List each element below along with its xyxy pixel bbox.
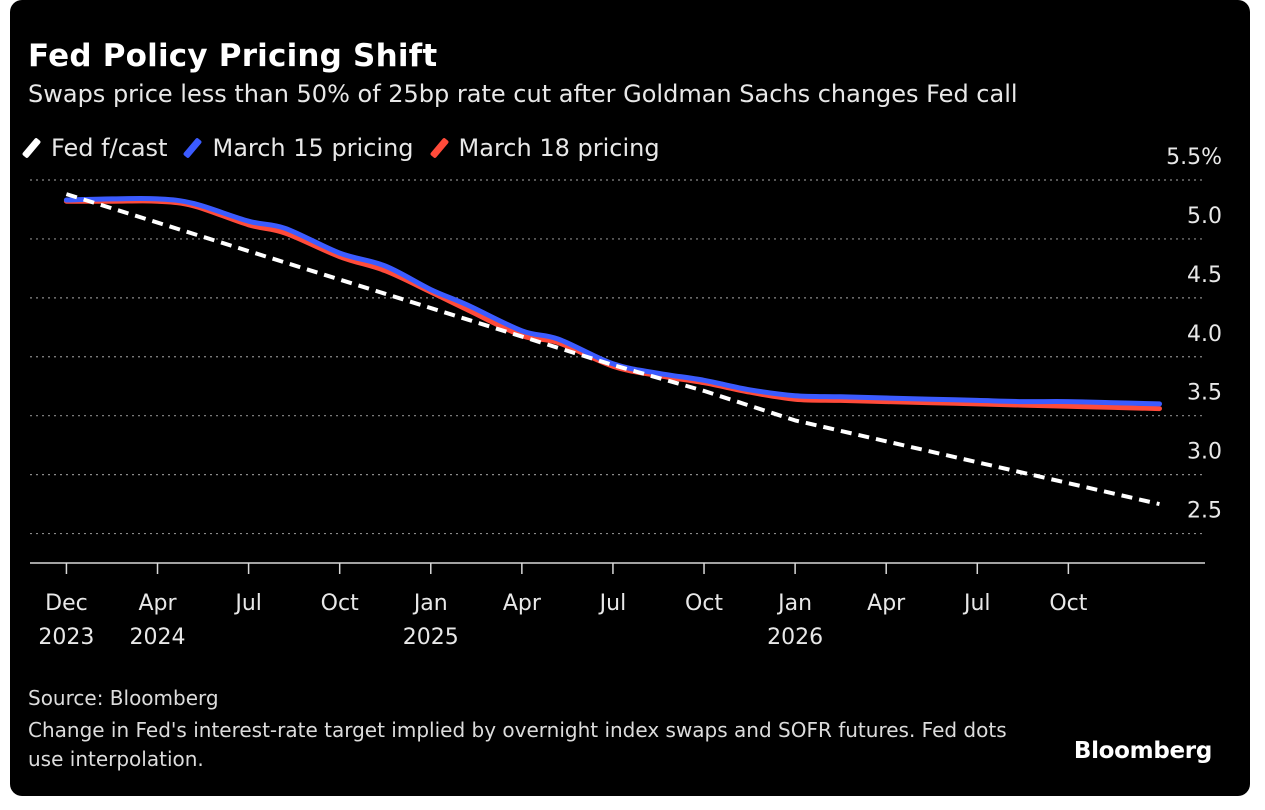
y-tick-label: 3.5 xyxy=(1187,381,1222,406)
series-line-march-18-pricing xyxy=(63,198,1162,412)
y-tick-label: 4.0 xyxy=(1187,322,1222,347)
x-tick-label: Jul xyxy=(233,591,262,616)
chart-title: Fed Policy Pricing Shift xyxy=(28,38,438,74)
x-tick-label: Apr xyxy=(867,591,906,616)
x-tick-label: Oct xyxy=(685,591,723,616)
legend-item-march-15: March 15 pricing xyxy=(183,134,414,162)
y-tick-label: 3.0 xyxy=(1187,440,1222,465)
x-tick-label: Oct xyxy=(321,591,359,616)
y-tick-label: 5.0 xyxy=(1187,204,1222,229)
x-tick-year-label: 2023 xyxy=(38,625,94,650)
y-tick-label: 4.5 xyxy=(1187,263,1222,288)
line-chart: 5.5% 5.0 4.5 4.0 3.5 3.0 2.5 Dec 2023 Apr 2024 Jul O… xyxy=(30,145,1222,650)
chart-subtitle: Swaps price less than 50% of 25bp rate c… xyxy=(28,80,1018,108)
x-tick-year-label: 2026 xyxy=(767,625,823,650)
x-tick-label: Apr xyxy=(138,591,177,616)
y-tick-label: 5.5% xyxy=(1166,145,1222,170)
x-tick-label: Jan xyxy=(412,591,448,616)
legend-label-march-18: March 18 pricing xyxy=(458,134,660,162)
series-line-fed-f-cast xyxy=(65,192,1160,507)
x-tick-label: Dec xyxy=(45,591,88,616)
bloomberg-logo: Bloomberg xyxy=(1073,738,1212,764)
legend: Fed f/cast March 15 pricing March 18 pri… xyxy=(21,134,682,162)
series-line-march-15-pricing xyxy=(63,195,1162,407)
legend-item-fed-forecast: Fed f/cast xyxy=(21,134,168,162)
legend-label-march-15: March 15 pricing xyxy=(212,134,414,162)
source-note: Source: Bloomberg xyxy=(28,686,219,710)
y-tick-label: 2.5 xyxy=(1187,499,1222,524)
x-tick-year-label: 2024 xyxy=(130,625,186,650)
x-tick-year-label: 2025 xyxy=(403,625,459,650)
x-tick-label: Apr xyxy=(503,591,542,616)
x-tick-label: Jul xyxy=(962,591,991,616)
methodology-note: Change in Fed's interest-rate target imp… xyxy=(28,718,1007,771)
legend-item-march-18: March 18 pricing xyxy=(429,134,660,162)
chart-card: Fed Policy Pricing Shift Swaps price les… xyxy=(10,0,1250,796)
x-tick-label: Jul xyxy=(598,591,627,616)
x-tick-label: Oct xyxy=(1049,591,1087,616)
legend-label-fed-forecast: Fed f/cast xyxy=(51,134,168,162)
x-tick-label: Jan xyxy=(776,591,812,616)
